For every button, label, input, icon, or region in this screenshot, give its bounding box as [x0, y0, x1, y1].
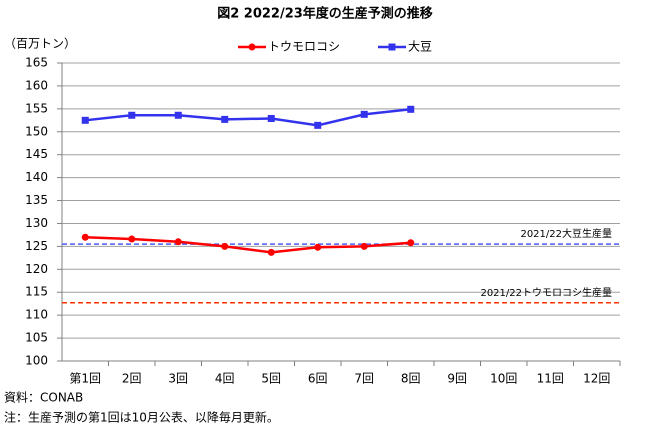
x-tick-label: 4回	[215, 372, 235, 386]
x-tick-label: 8回	[401, 372, 421, 386]
marker	[174, 238, 182, 246]
y-tick-label: 140	[25, 170, 48, 184]
y-tick-label: 150	[25, 124, 48, 138]
marker	[267, 248, 275, 256]
x-tick-label: 9回	[447, 372, 467, 386]
marker	[267, 114, 275, 122]
marker	[81, 233, 89, 241]
x-tick-label: 12回	[583, 372, 610, 386]
y-tick-label: 155	[25, 101, 48, 115]
chart-title: 図2 2022/23年度の生産予測の推移	[217, 6, 433, 22]
legend-marker	[248, 43, 256, 51]
y-tick-label: 135	[25, 193, 48, 207]
y-axis-label: （百万トン）	[4, 37, 76, 51]
x-tick-label: 6回	[308, 372, 328, 386]
y-tick-label: 115	[25, 285, 48, 299]
y-tick-label: 130	[25, 216, 48, 230]
legend-label: 大豆	[408, 40, 432, 54]
y-tick-label: 105	[25, 331, 48, 345]
x-tick-label: 5回	[261, 372, 281, 386]
series-line	[85, 235, 411, 254]
x-tick-label: 10回	[490, 372, 517, 386]
y-tick-label: 160	[25, 78, 48, 92]
y-tick-label: 125	[25, 239, 48, 253]
y-tick-label: 165	[25, 56, 48, 70]
marker	[314, 121, 322, 129]
marker	[128, 235, 136, 243]
y-tick-label: 100	[25, 354, 48, 368]
legend-marker	[388, 43, 396, 51]
legend-label: トウモロコシ	[268, 40, 340, 54]
series-line	[85, 108, 411, 127]
note: 注：生産予測の第1回は10月公表、以降毎月更新。	[4, 410, 279, 425]
marker	[128, 111, 136, 119]
marker	[360, 242, 368, 250]
x-tick-label: 第1回	[69, 372, 101, 386]
marker	[174, 111, 182, 119]
marker	[221, 115, 229, 123]
marker	[81, 116, 89, 124]
x-tick-label: 11回	[537, 372, 564, 386]
marker	[314, 243, 322, 251]
y-tick-label: 145	[25, 147, 48, 161]
marker	[407, 239, 415, 247]
marker	[360, 110, 368, 118]
x-tick-label: 7回	[354, 372, 374, 386]
x-tick-label: 3回	[168, 372, 188, 386]
reference-label: 2021/22トウモロコシ生産量	[480, 286, 612, 299]
x-tick-label: 2回	[122, 372, 142, 386]
note: 資料：CONAB	[4, 391, 83, 405]
marker	[221, 242, 229, 250]
marker	[407, 105, 415, 113]
y-tick-label: 120	[25, 262, 48, 276]
reference-label: 2021/22大豆生産量	[520, 227, 612, 240]
y-tick-label: 110	[25, 308, 48, 322]
